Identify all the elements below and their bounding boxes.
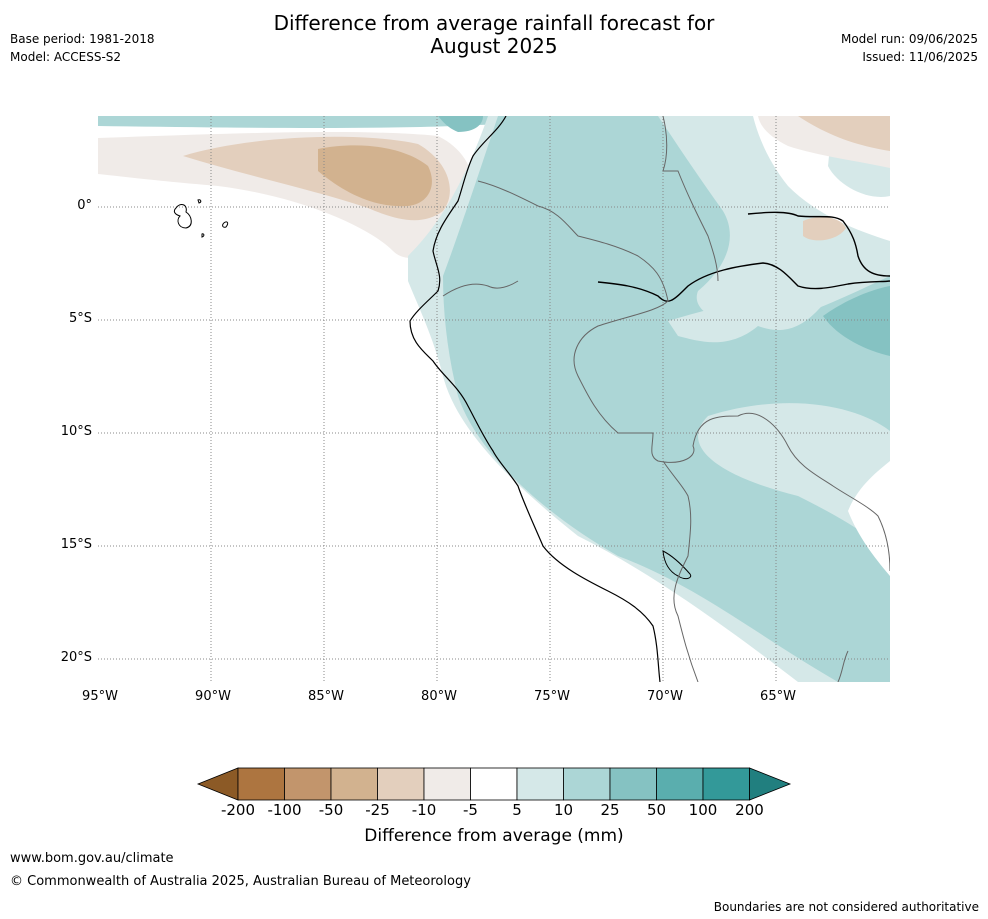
colorbar-tick-label: -50 (318, 801, 344, 819)
lat-label-20s: 20°S (60, 650, 92, 665)
lon-label-65w: 65°W (760, 689, 796, 704)
colorbar-segment (377, 767, 425, 801)
colorbar-tick-label: 100 (688, 801, 718, 819)
colorbar-tick-label: 200 (735, 801, 764, 819)
footer-disclaimer: Boundaries are not considered authoritat… (713, 900, 979, 914)
colorbar-tick-label: 10 (553, 801, 574, 819)
lon-label-80w: 80°W (421, 689, 457, 704)
anomaly-region-plus25-east (823, 286, 890, 356)
colorbar-segment (516, 767, 564, 801)
colorbar-segment (702, 767, 750, 801)
rio-negro (747, 211, 890, 277)
anomaly-region-minus25 (318, 145, 432, 207)
lake-titicaca (662, 550, 692, 580)
model-name: Model: ACCESS-S2 (10, 50, 122, 64)
colorbar-tick-label: 25 (600, 801, 620, 819)
colorbar-tick-label: -100 (267, 801, 302, 819)
colorbar-title: Difference from average (mm) (364, 826, 624, 846)
amazon-river (597, 262, 890, 302)
issued-date: Issued: 11/06/2025 (862, 50, 978, 64)
anomaly-region-northwest-plus25 (438, 116, 483, 132)
footer-url[interactable]: www.bom.gov.au/climate (10, 851, 174, 866)
anomaly-region-plus5-northeast (730, 116, 818, 234)
anomaly-region-northwest-plus10 (98, 116, 498, 128)
rainfall-map (98, 116, 890, 682)
galapagos-islands (173, 199, 229, 238)
colorbar-tick-label: -10 (411, 801, 437, 819)
anomaly-region-plus5-east (668, 286, 838, 343)
colorbar-segment (284, 767, 332, 801)
graticule (98, 116, 890, 682)
colorbar-segment (563, 767, 611, 801)
colorbar-segment (609, 767, 657, 801)
colorbar-tick-label: 5 (512, 801, 522, 819)
title-line-1: Difference from average rainfall forecas… (273, 11, 715, 35)
anomaly-region-plus10-main (443, 116, 890, 682)
colorbar-tick-label: -25 (365, 801, 390, 819)
title-line-2: August 2025 (430, 34, 558, 58)
colorbar-tick-label: -5 (463, 801, 478, 819)
lat-label-0: 0° (77, 198, 92, 213)
colorbar-segment (237, 767, 285, 801)
base-period: Base period: 1981-2018 (10, 32, 155, 46)
colorbar (196, 767, 792, 801)
colorbar-segment (330, 767, 378, 801)
lon-label-75w: 75°W (534, 689, 570, 704)
lon-label-85w: 85°W (308, 689, 344, 704)
anomaly-region-minus10-far-northeast (798, 116, 890, 151)
page-title: Difference from average rainfall forecas… (0, 12, 988, 58)
lat-label-15s: 15°S (60, 537, 92, 552)
colorbar-tick-label: 50 (646, 801, 667, 819)
model-run: Model run: 09/06/2025 (840, 32, 978, 46)
lat-label-5s: 5°S (68, 311, 92, 326)
colorbar-segment (470, 767, 518, 801)
anomaly-region-white-southeast (848, 461, 890, 576)
colorbar-extend-low (196, 767, 239, 801)
footer-copyright: © Commonwealth of Australia 2025, Austra… (10, 874, 471, 889)
colorbar-extend-high (749, 767, 792, 801)
lon-label-95w: 95°W (82, 689, 118, 704)
lon-label-70w: 70°W (647, 689, 683, 704)
coastline (409, 116, 661, 682)
colorbar-segment (423, 767, 471, 801)
colorbar-tick-label: -200 (220, 801, 256, 819)
colorbar-segment (656, 767, 704, 801)
lat-label-10s: 10°S (60, 424, 92, 439)
lon-label-90w: 90°W (195, 689, 231, 704)
anomaly-region-minus10-east (803, 216, 846, 241)
country-borders (442, 116, 890, 682)
